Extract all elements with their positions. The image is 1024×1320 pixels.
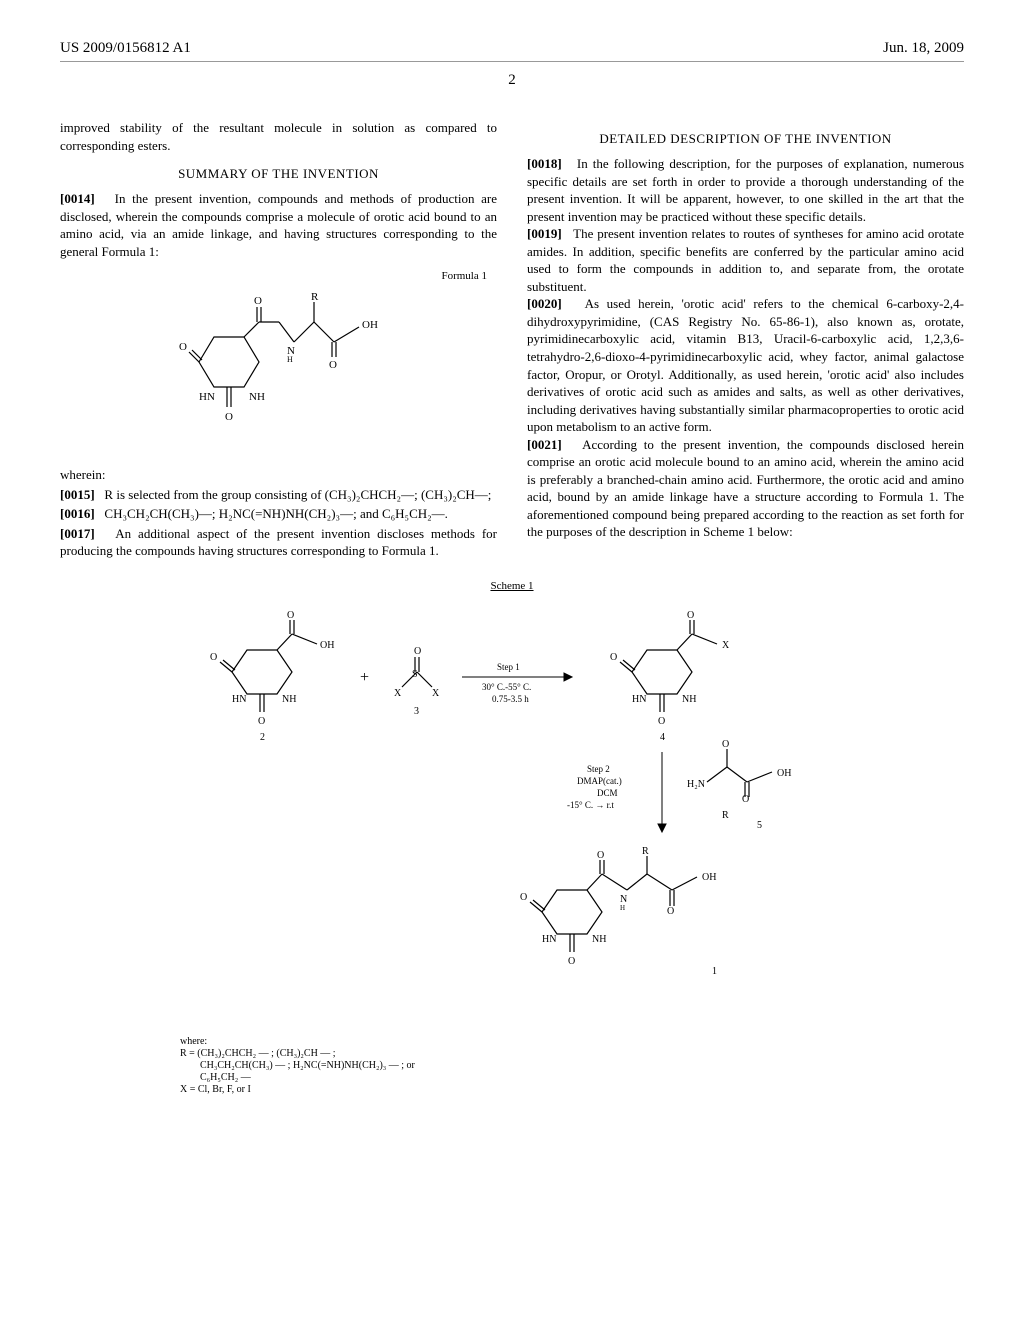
svg-text:OH: OH: [777, 768, 791, 779]
formula-1-structure: O O R OH O N H HN NH O: [60, 292, 497, 446]
svg-text:R: R: [722, 810, 729, 821]
svg-text:NH: NH: [282, 694, 296, 705]
footer-where: where:: [180, 1036, 924, 1047]
para-num-0016: [0016]: [60, 506, 95, 521]
svg-text:OH: OH: [362, 319, 378, 331]
page-header: US 2009/0156812 A1 Jun. 18, 2009: [60, 40, 964, 62]
step2-label: Step 2: [587, 764, 610, 774]
svg-text:R: R: [311, 292, 319, 303]
svg-text:HN: HN: [232, 694, 246, 705]
step2-cond1: DMAP(cat.): [577, 776, 622, 786]
svg-text:O: O: [722, 739, 729, 750]
detailed-description-title: DETAILED DESCRIPTION OF THE INVENTION: [527, 131, 964, 147]
paragraph-0020: [0020] As used herein, 'orotic acid' ref…: [527, 295, 964, 435]
svg-text:O: O: [258, 716, 265, 727]
step2-cond2: DCM: [597, 788, 618, 798]
formula-1-svg: O O R OH O N H HN NH O: [169, 292, 389, 442]
scheme-footer: where: R = (CH₃)₂CHCH₂ — ; (CH₃)₂CH — ; …: [100, 1036, 924, 1095]
publication-number: US 2009/0156812 A1: [60, 40, 191, 57]
svg-text:O: O: [225, 411, 233, 423]
footer-r-line2: CH₃CH₂CH(CH₃) — ; H₂NC(=NH)NH(CH₂)₃ — ; …: [180, 1060, 924, 1071]
intro-paragraph: improved stability of the resultant mole…: [60, 119, 497, 154]
svg-text:X: X: [432, 688, 440, 699]
para-num-0018: [0018]: [527, 156, 562, 171]
svg-text:OH: OH: [702, 872, 716, 883]
paragraph-0016: [0016] CH₃CH₂CH(CH₃)—; H₂NC(=NH)NH(CH₂)₃…: [60, 505, 497, 523]
svg-text:O: O: [287, 610, 294, 621]
svg-text:O: O: [414, 646, 421, 657]
para-num-0017: [0017]: [60, 526, 95, 541]
svg-text:O: O: [179, 341, 187, 353]
paragraph-0014: [0014] In the present invention, compoun…: [60, 190, 497, 260]
wherein-label: wherein:: [60, 466, 497, 484]
footer-r-line1: R = (CH₃)₂CHCH₂ — ; (CH₃)₂CH — ;: [180, 1048, 924, 1059]
text-columns: improved stability of the resultant mole…: [60, 119, 964, 560]
svg-text:O: O: [687, 610, 694, 621]
plus-sign: +: [360, 669, 369, 686]
svg-text:NH: NH: [249, 391, 265, 403]
svg-text:OH: OH: [320, 640, 334, 651]
step1-label: Step 1: [497, 662, 520, 672]
svg-text:X: X: [722, 640, 730, 651]
right-column: DETAILED DESCRIPTION OF THE INVENTION [0…: [527, 119, 964, 560]
svg-text:HN: HN: [199, 391, 215, 403]
svg-text:NH: NH: [592, 934, 606, 945]
svg-text:HN: HN: [632, 694, 646, 705]
svg-text:H: H: [620, 904, 625, 912]
compound-1-label: 1: [712, 966, 717, 977]
compound-5-label: 5: [757, 820, 762, 831]
svg-text:S: S: [412, 669, 418, 680]
svg-text:O: O: [568, 956, 575, 967]
compound-4-label: 4: [660, 732, 665, 743]
svg-text:O: O: [658, 716, 665, 727]
svg-text:O: O: [329, 359, 337, 371]
step1-cond2: 0.75-3.5 h: [492, 694, 529, 704]
publication-date: Jun. 18, 2009: [883, 40, 964, 57]
compound-3-label: 3: [414, 706, 419, 717]
svg-text:O: O: [520, 892, 527, 903]
compound-2-label: 2: [260, 732, 265, 743]
para-num-0014: [0014]: [60, 191, 95, 206]
left-column: improved stability of the resultant mole…: [60, 119, 497, 560]
footer-r-line3: C₆H₅CH₂ —: [180, 1072, 924, 1083]
svg-text:O: O: [610, 652, 617, 663]
paragraph-0019: [0019] The present invention relates to …: [527, 225, 964, 295]
summary-title: SUMMARY OF THE INVENTION: [60, 166, 497, 182]
svg-text:O: O: [210, 652, 217, 663]
svg-text:O: O: [597, 850, 604, 861]
footer-x: X = Cl, Br, F, or I: [180, 1084, 924, 1095]
para-num-0021: [0021]: [527, 437, 562, 452]
svg-text:H: H: [287, 355, 293, 364]
svg-text:O: O: [254, 295, 262, 307]
step2-cond3: -15° C. → r.t: [567, 800, 614, 810]
paragraph-0017: [0017] An additional aspect of the prese…: [60, 525, 497, 560]
scheme-1-block: Scheme 1 OOOH HNNHO 2 + XSX O 3: [60, 580, 964, 1095]
paragraph-0021: [0021] According to the present inventio…: [527, 436, 964, 541]
svg-text:HN: HN: [542, 934, 556, 945]
svg-text:X: X: [394, 688, 402, 699]
svg-text:H₂N: H₂N: [687, 779, 705, 790]
scheme-1-svg: OOOH HNNHO 2 + XSX O 3 Step 1 30° C.-55°…: [142, 602, 882, 1022]
step1-cond1: 30° C.-55° C.: [482, 682, 531, 692]
paragraph-0015: [0015] R is selected from the group cons…: [60, 486, 497, 504]
scheme-1-label: Scheme 1: [100, 580, 924, 592]
svg-text:R: R: [642, 846, 649, 857]
svg-text:O: O: [742, 794, 749, 805]
formula-1-label: Formula 1: [60, 270, 487, 282]
paragraph-0018: [0018] In the following description, for…: [527, 155, 964, 225]
svg-text:O: O: [667, 906, 674, 917]
page-number: 2: [60, 72, 964, 89]
para-num-0020: [0020]: [527, 296, 562, 311]
para-num-0015: [0015]: [60, 487, 95, 502]
para-num-0019: [0019]: [527, 226, 562, 241]
svg-text:NH: NH: [682, 694, 696, 705]
